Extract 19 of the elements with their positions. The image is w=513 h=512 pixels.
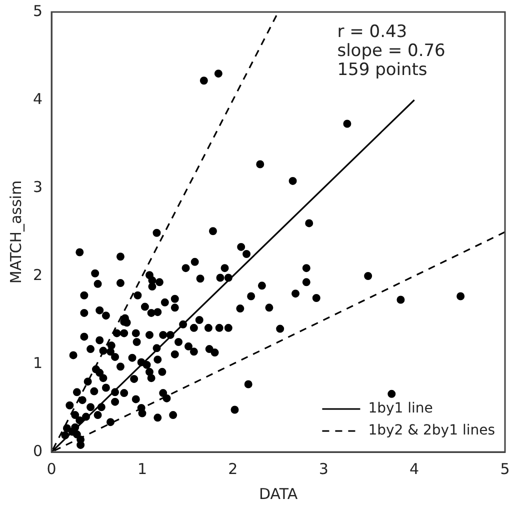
y-tick-label: 5 xyxy=(32,2,43,20)
x-tick-label: 4 xyxy=(410,460,420,478)
x-axis-title: DATA xyxy=(258,484,298,503)
annotation: 159 points xyxy=(337,60,428,80)
x-tick-label: 0 xyxy=(46,460,56,478)
y-tick-label: 4 xyxy=(32,90,43,108)
y-tick-label: 0 xyxy=(32,442,43,460)
y-axis-title: MATCH_assim xyxy=(6,180,25,284)
annotation: r = 0.43 xyxy=(337,22,408,42)
x-tick-label: 3 xyxy=(318,460,328,478)
annotation: slope = 0.76 xyxy=(337,40,446,61)
x-tick-label: 5 xyxy=(500,460,510,478)
legend-label: 1by1 line xyxy=(368,400,433,417)
y-tick-label: 1 xyxy=(32,354,43,372)
x-tick-label: 2 xyxy=(228,460,238,478)
legend-label: 1by2 & 2by1 lines xyxy=(368,422,496,439)
y-tick-label: 2 xyxy=(32,266,43,284)
x-tick-label: 1 xyxy=(137,460,148,478)
y-tick-label: 3 xyxy=(32,178,43,196)
